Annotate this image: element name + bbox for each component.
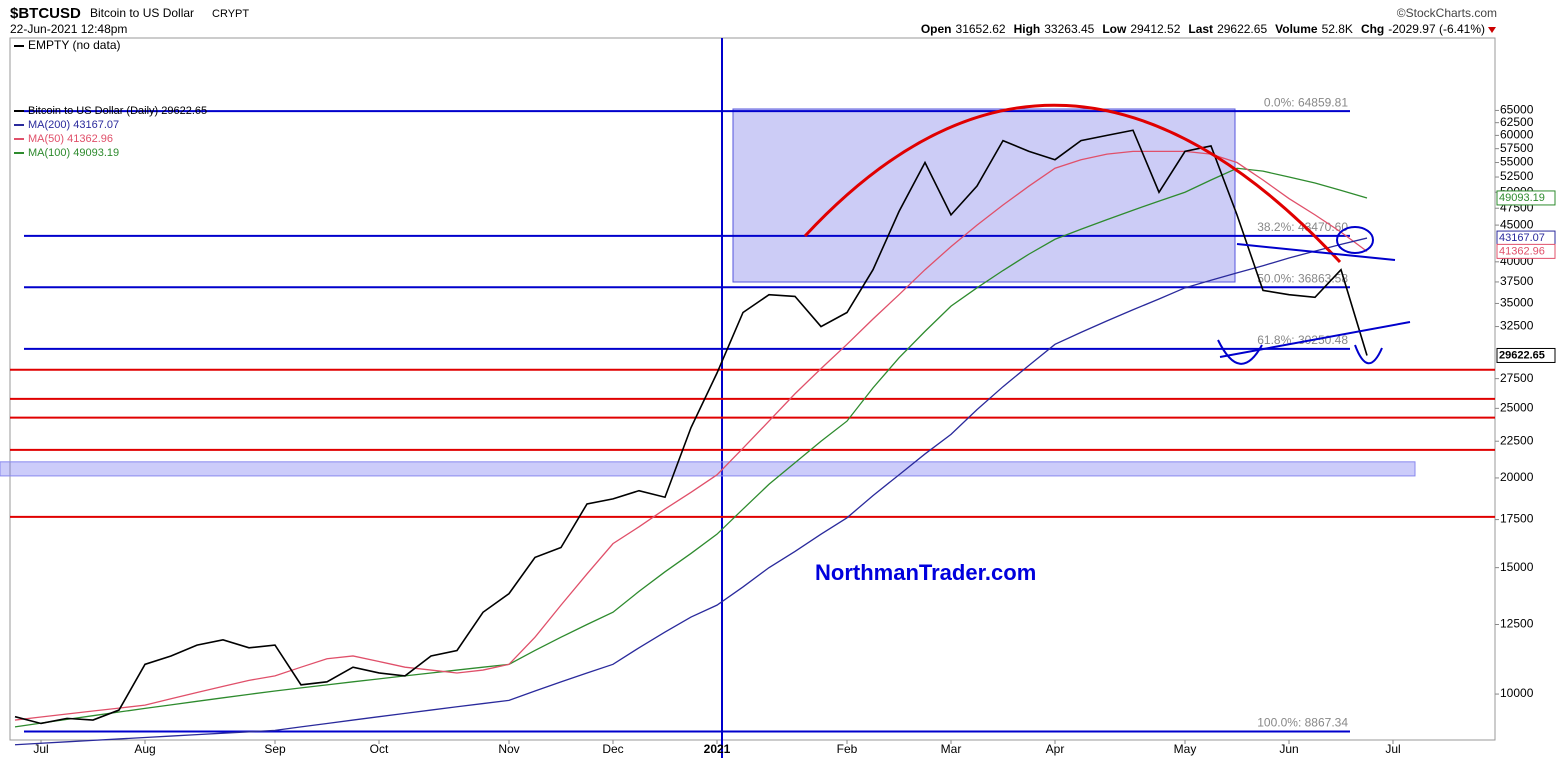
x-tick-label: Aug: [134, 742, 155, 756]
y-tick-label: 32500: [1500, 319, 1534, 333]
value-tag-label: 29622.65: [1499, 349, 1545, 361]
y-tick-label: 65000: [1500, 103, 1534, 117]
legend-label: MA(50) 41362.96: [28, 133, 113, 145]
x-tick-label: Mar: [941, 742, 962, 756]
symbol: $BTCUSD: [10, 5, 81, 22]
fib-label: 0.0%: 64859.81: [1264, 95, 1348, 109]
trend-line: [1236, 243, 1396, 261]
y-tick-label: 35000: [1500, 296, 1534, 310]
x-tick-label: Sep: [264, 742, 286, 756]
x-tick-label: Feb: [837, 742, 858, 756]
plot-frame: [9, 37, 1496, 741]
source: ©StockCharts.com: [1397, 6, 1497, 20]
datetime: 22-Jun-2021 12:48pm: [10, 22, 127, 36]
price-line: [14, 129, 1368, 725]
stat-value: 29412.52: [1130, 22, 1180, 36]
stat-label: High: [1014, 22, 1041, 36]
instrument-name: Bitcoin to US Dollar: [90, 6, 194, 20]
legend-label: MA(100) 49093.19: [28, 147, 119, 159]
y-tick-label: 25000: [1500, 401, 1534, 415]
stat-value: 29622.65: [1217, 22, 1267, 36]
x-tick-label: Oct: [370, 742, 389, 756]
stat-label: Chg: [1361, 22, 1384, 36]
stat-label: Open: [921, 22, 952, 36]
y-tick-label: 52500: [1500, 169, 1534, 183]
stat-value: -2029.97 (-6.41%): [1388, 22, 1485, 36]
value-tag-label: 43167.07: [1499, 232, 1545, 244]
y-tick-label: 22500: [1500, 433, 1534, 447]
y-tick-label: 12500: [1500, 617, 1534, 631]
y-tick-label: 15000: [1500, 560, 1534, 574]
stat-label: Last: [1188, 22, 1213, 36]
y-tick-label: 17500: [1500, 512, 1534, 526]
watermark: NorthmanTrader.com: [815, 560, 1036, 585]
y-tick-label: 60000: [1500, 128, 1534, 142]
upper-panel-label: EMPTY (no data): [28, 38, 120, 52]
x-tick-label: Apr: [1046, 742, 1065, 756]
fib-label: 38.2%: 43470.60: [1257, 220, 1348, 234]
x-tick-label: May: [1174, 742, 1197, 756]
x-tick-label: Nov: [498, 742, 519, 756]
x-tick-label: Jul: [33, 742, 48, 756]
y-tick-label: 10000: [1500, 686, 1534, 700]
smile-mark: [1217, 339, 1263, 365]
legend-label: MA(200) 43167.07: [28, 119, 119, 131]
value-tag-label: 41362.96: [1499, 245, 1545, 257]
y-tick-label: 57500: [1500, 141, 1534, 155]
circle-mark: [1336, 226, 1374, 254]
x-tick-label: Dec: [602, 742, 623, 756]
stat-value: 31652.62: [956, 22, 1006, 36]
ma-line: [14, 167, 1368, 728]
y-tick-label: 62500: [1500, 115, 1534, 129]
zone: [0, 461, 1416, 477]
stat-label: Volume: [1275, 22, 1318, 36]
exchange: CRYPT: [212, 8, 249, 20]
down-arrow: [1488, 27, 1496, 33]
value-tag: [1496, 243, 1556, 259]
y-tick-label: 55000: [1500, 155, 1534, 169]
legend-label: Bitcoin to US Dollar (Daily) 29622.65: [28, 105, 207, 117]
ma-line: [14, 237, 1368, 746]
fib-label: 100.0%: 8867.34: [1257, 716, 1348, 730]
arc-top: [803, 103, 1342, 264]
trend-line: [1219, 321, 1411, 358]
y-tick-label: 37500: [1500, 274, 1534, 288]
stats: Open 31652.62 High 33263.45 Low 29412.52 Last 2…: [921, 22, 1485, 36]
y-tick-label: 20000: [1500, 470, 1534, 484]
x-tick-label: Jul: [1385, 742, 1400, 756]
fib-label: 50.0%: 36863.58: [1257, 271, 1348, 285]
stat-value: 33263.45: [1044, 22, 1094, 36]
value-tag: [1496, 190, 1556, 206]
y-tick-label: 27500: [1500, 371, 1534, 385]
x-tick-label: Jun: [1279, 742, 1298, 756]
value-tag-label: 49093.19: [1499, 192, 1545, 204]
stat-value: 52.8K: [1322, 22, 1353, 36]
x-tick-label: 2021: [704, 742, 731, 756]
stat-label: Low: [1102, 22, 1127, 36]
y-tick-label: 45000: [1500, 217, 1534, 231]
range-box: [732, 108, 1236, 283]
value-tag: [1496, 347, 1556, 363]
smile-mark: [1354, 344, 1383, 365]
